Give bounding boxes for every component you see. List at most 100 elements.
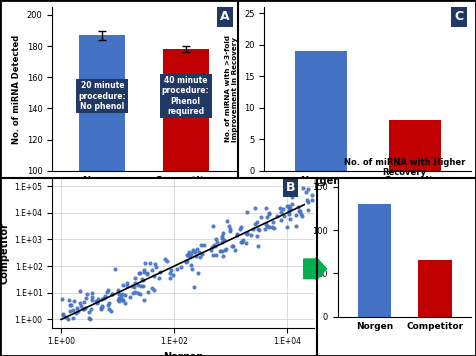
Point — [76, 288, 84, 293]
Point — [60, 311, 67, 316]
Point — [184, 252, 191, 257]
Point — [269, 219, 277, 225]
Point — [243, 209, 250, 215]
Point — [236, 226, 244, 232]
Point — [262, 205, 269, 211]
Point — [233, 231, 241, 237]
Point — [238, 239, 246, 245]
Point — [156, 275, 163, 281]
Point — [115, 291, 123, 297]
Bar — [79, 35, 125, 327]
Point — [191, 249, 198, 255]
Point — [131, 275, 139, 281]
Point — [195, 270, 202, 276]
Point — [253, 233, 261, 239]
Point — [237, 239, 245, 245]
Point — [228, 244, 236, 249]
Point — [104, 287, 112, 293]
Point — [163, 258, 171, 264]
Point — [121, 300, 129, 306]
Point — [218, 248, 226, 254]
Point — [297, 211, 305, 217]
Point — [153, 264, 160, 269]
Point — [188, 267, 196, 272]
Point — [88, 295, 95, 300]
Point — [169, 273, 177, 278]
Point — [97, 306, 105, 312]
Point — [101, 295, 109, 300]
Point — [247, 232, 255, 237]
Text: C: C — [454, 10, 463, 23]
Point — [218, 233, 226, 239]
Point — [140, 269, 148, 275]
Point — [216, 248, 223, 253]
Point — [308, 192, 316, 198]
Point — [123, 283, 130, 288]
Point — [192, 253, 199, 259]
Point — [208, 244, 216, 250]
Point — [166, 275, 174, 281]
Point — [144, 289, 152, 295]
Point — [104, 303, 111, 308]
Point — [280, 213, 288, 219]
Point — [173, 266, 181, 272]
Point — [65, 298, 73, 303]
Point — [135, 290, 142, 296]
Point — [131, 280, 139, 286]
Point — [294, 204, 301, 210]
Point — [144, 271, 151, 277]
Point — [220, 237, 228, 243]
Point — [69, 316, 77, 321]
Point — [116, 298, 123, 304]
Point — [119, 282, 127, 288]
Point — [92, 298, 100, 304]
Bar — [295, 51, 347, 171]
Point — [188, 251, 195, 257]
Point — [118, 298, 125, 303]
Point — [139, 283, 147, 289]
Point — [296, 208, 304, 214]
Point — [86, 316, 94, 322]
Point — [268, 224, 276, 230]
Point — [257, 214, 265, 220]
Point — [223, 218, 231, 224]
Point — [187, 254, 194, 260]
Point — [70, 298, 78, 304]
Point — [308, 197, 316, 203]
Point — [190, 284, 198, 290]
Point — [88, 290, 95, 296]
Point — [211, 244, 219, 249]
Point — [62, 314, 70, 320]
Point — [284, 189, 292, 195]
Point — [296, 209, 303, 214]
Point — [140, 297, 148, 303]
Point — [85, 315, 92, 321]
Point — [263, 221, 270, 227]
Point — [102, 293, 109, 299]
Point — [178, 265, 185, 270]
Point — [198, 251, 206, 257]
Point — [229, 243, 237, 248]
Point — [128, 283, 136, 289]
Point — [141, 260, 149, 266]
Point — [130, 284, 138, 290]
Point — [256, 227, 263, 232]
Point — [148, 267, 156, 273]
Point — [226, 228, 234, 234]
Y-axis label: No. of miRNA Detected: No. of miRNA Detected — [12, 35, 21, 143]
Point — [111, 266, 119, 271]
Point — [126, 294, 134, 300]
Point — [244, 231, 251, 237]
Point — [121, 292, 129, 298]
Point — [223, 246, 230, 251]
Point — [129, 290, 137, 295]
Point — [114, 287, 121, 293]
Point — [238, 224, 245, 230]
Point — [298, 213, 306, 219]
Point — [285, 208, 293, 214]
Point — [114, 297, 122, 303]
Point — [81, 306, 89, 312]
Point — [166, 270, 174, 276]
Point — [265, 224, 273, 230]
Point — [242, 241, 250, 246]
